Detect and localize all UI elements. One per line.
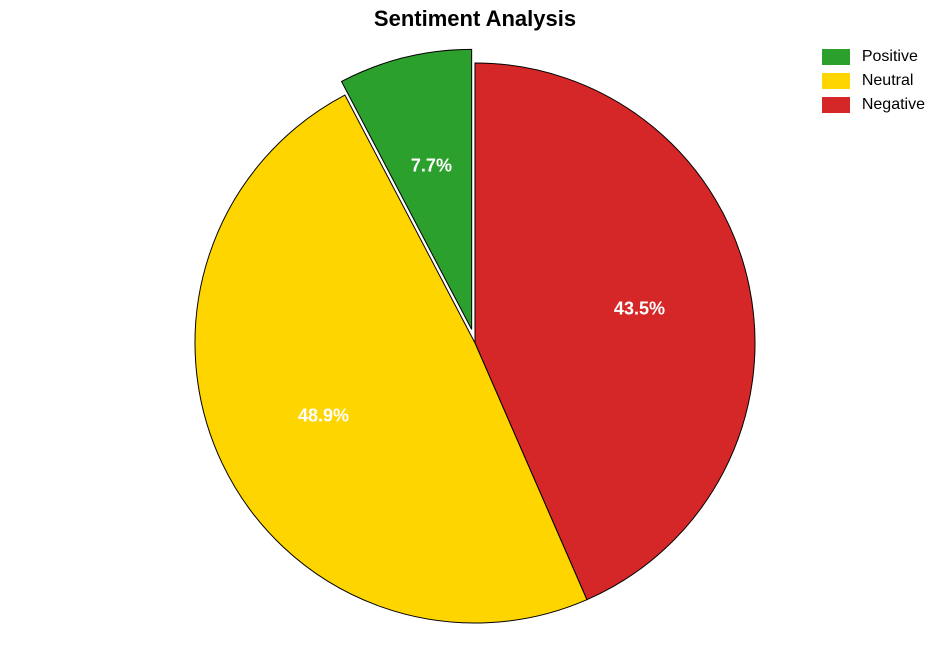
pie-slice-label: 48.9% bbox=[298, 405, 349, 426]
chart-container: Sentiment Analysis PositiveNeutralNegati… bbox=[0, 0, 950, 662]
pie-slice-label: 7.7% bbox=[411, 156, 452, 177]
pie-slice-label: 43.5% bbox=[614, 298, 665, 319]
pie-chart bbox=[0, 0, 950, 662]
